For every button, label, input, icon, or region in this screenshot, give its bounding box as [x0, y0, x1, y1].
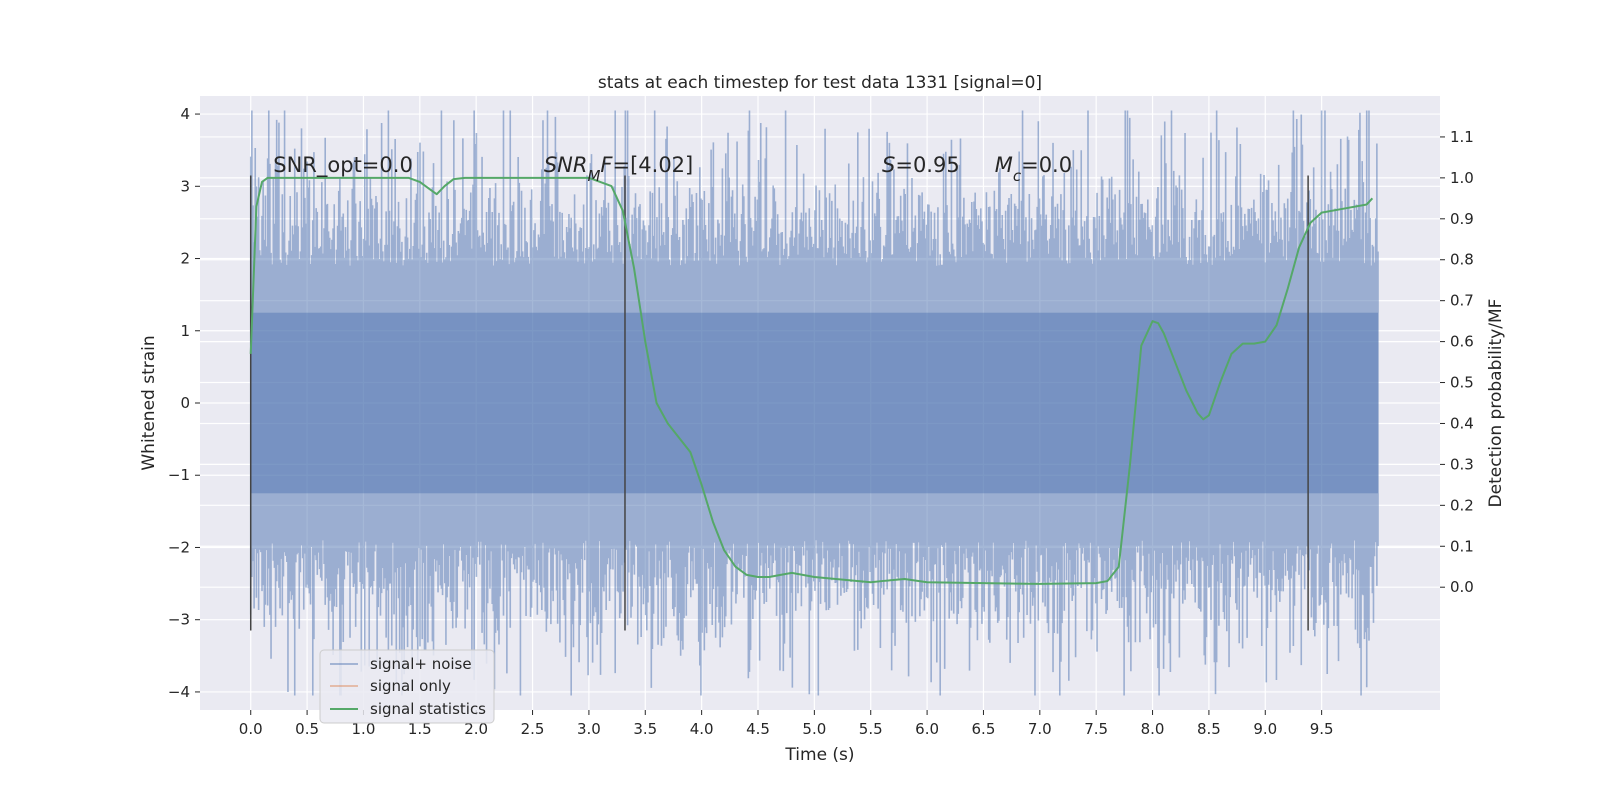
x-tick-label: 0.0	[239, 720, 263, 738]
annotation-text: S=0.95	[882, 153, 960, 177]
y2-tick-label: 0.1	[1450, 537, 1474, 555]
legend-label-signal-only: signal only	[370, 677, 451, 695]
y2-axis-ticks: 1.1 1.0 0.9 0.8 0.7 0.6 0.5 0.4 0.3 0.2 0.1 0.0	[1440, 128, 1474, 596]
x-tick-label: 4.5	[746, 720, 770, 738]
y-tick-label: 1	[180, 322, 190, 340]
x-tick-label: 6.0	[915, 720, 939, 738]
legend: signal+ noise signal only signal statist…	[319, 649, 495, 724]
annotation-text: Mc=0.0	[995, 153, 1072, 185]
x-tick-label: 8.0	[1141, 720, 1165, 738]
y2-tick-label: 0.7	[1450, 292, 1474, 310]
y-axis-label: Whitened strain	[139, 335, 159, 470]
y-tick-label: 0	[180, 394, 190, 412]
x-axis-ticks: 0.0 0.5 1.0 1.5 2.0 2.5 3.0 3.5 4.0 4.5 5.0 5.5 6.0 6…	[239, 710, 1334, 738]
x-tick-label: 8.5	[1197, 720, 1221, 738]
y-tick-label: 3	[180, 177, 190, 195]
y2-tick-label: 0.4	[1450, 414, 1474, 432]
y-tick-label: −2	[168, 538, 190, 556]
x-tick-label: 1.5	[408, 720, 432, 738]
y2-tick-label: 0.0	[1450, 578, 1474, 596]
x-tick-label: 7.5	[1084, 720, 1108, 738]
y2-tick-label: 1.1	[1450, 128, 1474, 146]
legend-box	[319, 649, 495, 724]
y2-tick-label: 0.2	[1450, 496, 1474, 514]
x-tick-label: 5.5	[859, 720, 883, 738]
chart-title: stats at each timestep for test data 133…	[598, 73, 1042, 93]
signal-statistics-layer	[249, 176, 1374, 585]
legend-label-signal-statistics: signal statistics	[370, 700, 486, 718]
y2-axis-label: Detection probability/MF	[1486, 299, 1506, 508]
y2-tick-label: 0.5	[1450, 374, 1474, 392]
annotation-text: SNR_opt=0.0	[273, 153, 413, 178]
y2-tick-label: 0.8	[1450, 251, 1474, 269]
y2-tick-label: 0.6	[1450, 333, 1474, 351]
y2-tick-label: 0.9	[1450, 210, 1474, 228]
noise-trace	[249, 110, 1379, 696]
x-tick-label: 1.0	[352, 720, 376, 738]
annotation-text: SNRMF=[4.02]	[544, 153, 693, 185]
y-tick-label: −1	[168, 466, 190, 484]
y-tick-label: 4	[180, 105, 190, 123]
vertical-markers	[249, 175, 1309, 631]
x-axis-label: Time (s)	[784, 745, 854, 765]
x-tick-label: 5.0	[802, 720, 826, 738]
y2-tick-label: 1.0	[1450, 169, 1474, 187]
x-tick-label: 9.5	[1310, 720, 1334, 738]
x-tick-label: 9.0	[1253, 720, 1277, 738]
x-tick-label: 0.5	[295, 720, 319, 738]
x-tick-label: 4.0	[690, 720, 714, 738]
y-tick-label: −4	[168, 683, 190, 701]
x-tick-label: 3.0	[577, 720, 601, 738]
y-tick-label: 2	[180, 250, 190, 268]
x-tick-label: 2.0	[464, 720, 488, 738]
x-tick-label: 2.5	[521, 720, 545, 738]
legend-label-signal-noise: signal+ noise	[370, 655, 472, 673]
y-axis-ticks: 4 3 2 1 0 −1 −2 −3 −4	[168, 105, 200, 701]
x-tick-label: 7.0	[1028, 720, 1052, 738]
noise-core	[250, 312, 1378, 494]
x-tick-label: 6.5	[972, 720, 996, 738]
y2-tick-label: 0.3	[1450, 455, 1474, 473]
x-tick-label: 3.5	[633, 720, 657, 738]
series-signal-statistics	[249, 176, 1374, 585]
y-tick-label: −3	[168, 611, 190, 629]
annotations: SNR_opt=0.0 SNRMF=[4.02] S=0.95 Mc=0.0	[273, 153, 1072, 185]
